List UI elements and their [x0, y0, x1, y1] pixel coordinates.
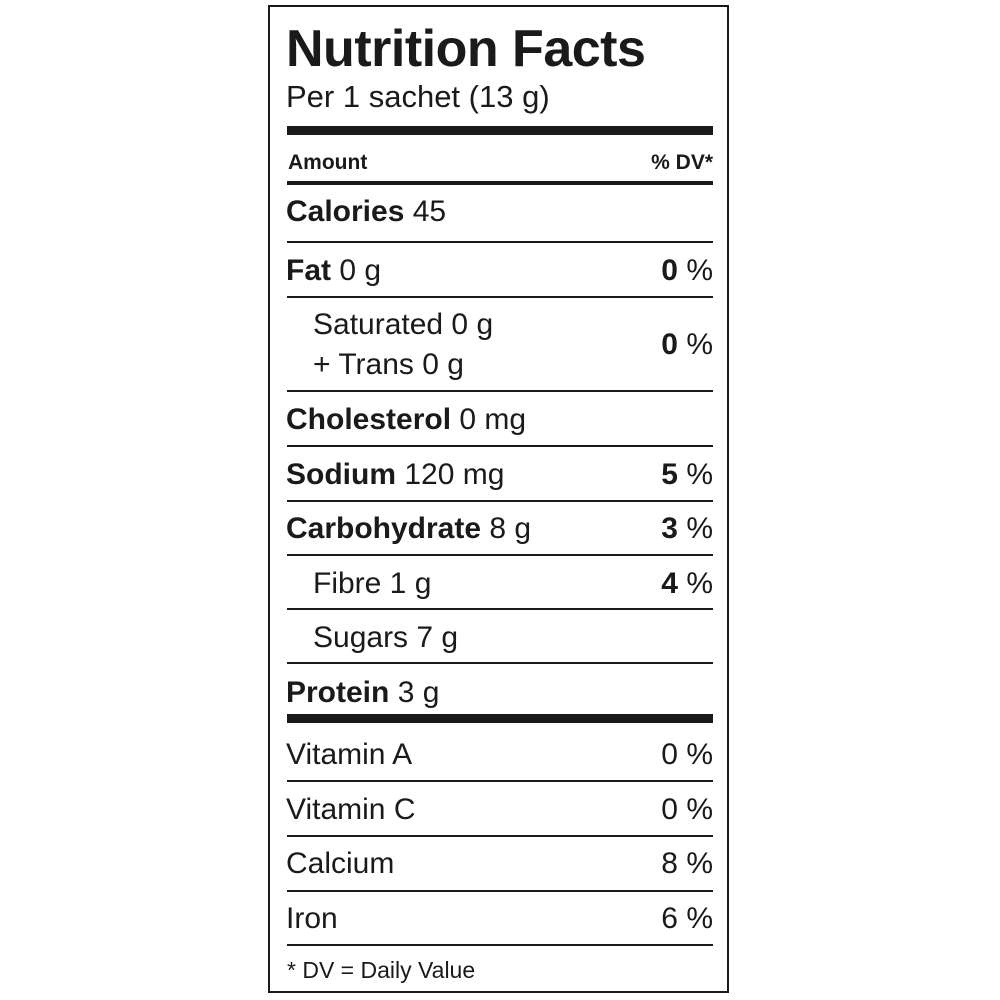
- divider: [287, 500, 713, 502]
- thick-divider-vitamins: [287, 714, 713, 723]
- trans-label: + Trans 0 g: [313, 348, 464, 381]
- daily-value-heading: % DV*: [651, 151, 713, 174]
- sodium-row: Sodium 120 mg 5 %: [286, 456, 713, 494]
- sodium-label: Sodium: [286, 458, 396, 491]
- amount-heading: Amount: [288, 151, 368, 174]
- sodium-value: 120 mg: [404, 458, 505, 491]
- divider: [287, 445, 713, 447]
- vitamin-c-dv: 0 %: [661, 793, 713, 826]
- divider: [287, 835, 713, 837]
- sodium-dv: 5 %: [661, 458, 713, 491]
- calcium-label: Calcium: [286, 847, 395, 880]
- saturated-label: Saturated 0 g: [313, 308, 494, 341]
- cholesterol-row: Cholesterol 0 mg: [286, 401, 713, 439]
- fat-label: Fat: [286, 254, 331, 287]
- protein-value: 3 g: [397, 676, 440, 709]
- fat-dv: 0 %: [661, 254, 713, 287]
- nutrition-facts-label: Nutrition Facts Per 1 sachet (13 g) Amou…: [268, 5, 729, 993]
- sugars-row: Sugars 7 g: [313, 619, 713, 657]
- divider-header: [287, 181, 713, 185]
- divider: [287, 241, 713, 243]
- cholesterol-label: Cholesterol: [286, 403, 452, 436]
- carbohydrate-value: 8 g: [489, 512, 532, 545]
- calories-row: Calories 45: [286, 193, 713, 231]
- label-title: Nutrition Facts: [286, 20, 646, 78]
- carbohydrate-row: Carbohydrate 8 g 3 %: [286, 510, 713, 548]
- fibre-label: Fibre 1 g: [313, 567, 432, 600]
- divider: [287, 296, 713, 298]
- iron-dv: 6 %: [661, 902, 713, 935]
- vitamin-row: Calcium 8 %: [286, 845, 713, 883]
- saturated-trans-row: Saturated 0 g + Trans 0 g 0 %: [313, 305, 713, 385]
- vitamin-row: Iron 6 %: [286, 900, 713, 938]
- vitamin-row: Vitamin C 0 %: [286, 791, 713, 829]
- divider: [287, 890, 713, 892]
- fibre-row: Fibre 1 g 4 %: [313, 565, 713, 603]
- saturated-dv: 0 %: [661, 328, 713, 361]
- divider: [287, 608, 713, 610]
- fat-value: 0 g: [339, 254, 382, 287]
- divider: [287, 390, 713, 392]
- vitamin-a-label: Vitamin A: [286, 738, 413, 771]
- protein-row: Protein 3 g: [286, 674, 713, 712]
- footnote: * DV = Daily Value: [287, 957, 476, 983]
- vitamin-row: Vitamin A 0 %: [286, 736, 713, 774]
- column-header: Amount % DV*: [286, 144, 713, 182]
- protein-label: Protein: [286, 676, 390, 709]
- thick-divider-top: [287, 126, 713, 135]
- calories-value: 45: [412, 195, 447, 228]
- calcium-dv: 8 %: [661, 847, 713, 880]
- iron-label: Iron: [286, 902, 338, 935]
- fibre-dv: 4 %: [661, 567, 713, 600]
- divider: [287, 780, 713, 782]
- calories-label: Calories: [286, 195, 405, 228]
- cholesterol-value: 0 mg: [459, 403, 527, 436]
- sugars-label: Sugars 7 g: [313, 621, 459, 654]
- carbohydrate-dv: 3 %: [661, 512, 713, 545]
- carbohydrate-label: Carbohydrate: [286, 512, 482, 545]
- divider: [287, 554, 713, 556]
- vitamin-c-label: Vitamin C: [286, 793, 416, 826]
- divider: [287, 662, 713, 664]
- divider: [287, 944, 713, 946]
- serving-size: Per 1 sachet (13 g): [286, 79, 550, 114]
- vitamin-a-dv: 0 %: [661, 738, 713, 771]
- fat-row: Fat 0 g 0 %: [286, 252, 713, 290]
